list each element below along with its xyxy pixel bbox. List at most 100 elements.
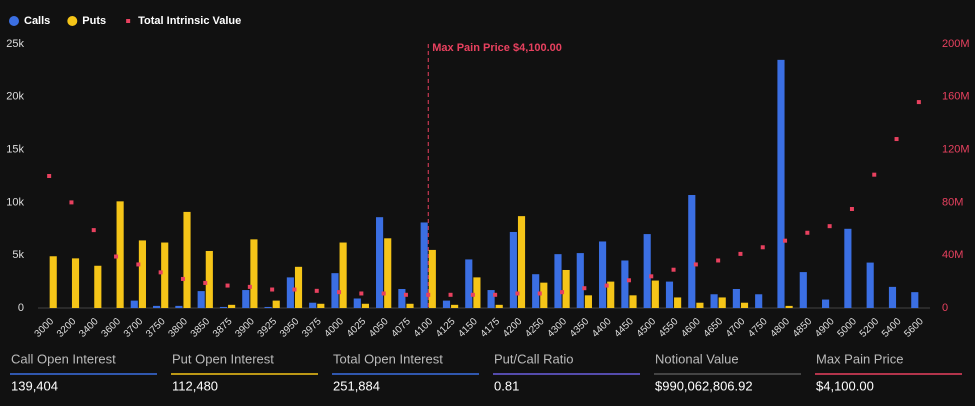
intrinsic-point — [872, 172, 877, 177]
intrinsic-point — [403, 292, 408, 297]
intrinsic-point — [359, 291, 364, 296]
bar — [629, 295, 637, 308]
bar — [294, 266, 303, 308]
intrinsic-point — [626, 278, 631, 283]
y2-tick-label: 40M — [942, 249, 963, 261]
bar — [554, 254, 562, 308]
intrinsic-point — [158, 270, 163, 275]
intrinsic-point — [649, 274, 654, 279]
legend-label: Total Intrinsic Value — [138, 15, 241, 27]
intrinsic-point — [180, 276, 185, 281]
intrinsic-point — [537, 291, 542, 296]
bar — [442, 300, 451, 308]
legend-marker — [126, 19, 131, 23]
bar — [688, 195, 696, 308]
bar — [175, 305, 183, 308]
legend-label: Calls — [24, 15, 50, 27]
bar — [376, 217, 384, 308]
bar — [822, 299, 830, 308]
y-tick-label: 20k — [6, 91, 24, 103]
stat-value: $990,062,806.92 — [655, 378, 753, 393]
bar — [183, 211, 191, 308]
bar — [509, 231, 517, 308]
bar — [696, 302, 704, 308]
y-tick-label: 0 — [18, 302, 24, 314]
intrinsic-point — [671, 267, 676, 272]
bar — [785, 305, 793, 308]
stat-value: $4,100.00 — [816, 378, 874, 393]
bar — [643, 234, 651, 308]
y-tick-label: 15k — [6, 144, 24, 156]
bar — [621, 260, 629, 308]
stat-label: Total Open Interest — [333, 351, 443, 366]
intrinsic-point — [270, 287, 275, 292]
y-tick-label: 10k — [6, 196, 24, 208]
y2-tick-label: 0 — [942, 302, 948, 314]
intrinsic-point — [693, 262, 698, 267]
stat-value: 251,884 — [333, 378, 380, 393]
intrinsic-point — [738, 251, 743, 256]
bar — [264, 306, 272, 308]
bar — [71, 258, 80, 308]
bar — [740, 302, 749, 308]
bar — [428, 249, 436, 308]
y2-tick-label: 160M — [942, 91, 970, 103]
intrinsic-point — [560, 290, 565, 295]
bar — [465, 259, 473, 308]
intrinsic-point — [381, 291, 386, 296]
bar — [228, 304, 236, 308]
annotation: Max Pain Price $4,100.00 — [432, 42, 562, 54]
bar — [451, 304, 459, 308]
bar — [309, 302, 317, 308]
intrinsic-point — [314, 288, 319, 293]
bar — [607, 281, 615, 308]
bar — [94, 265, 102, 308]
bar — [197, 291, 205, 308]
stat-label: Put Open Interest — [172, 351, 274, 366]
intrinsic-point — [894, 137, 899, 142]
stat-label: Put/Call Ratio — [494, 351, 573, 366]
intrinsic-point — [47, 174, 52, 178]
intrinsic-point — [69, 200, 74, 205]
bar — [406, 303, 414, 308]
intrinsic-point — [136, 262, 141, 267]
bar — [361, 303, 369, 308]
bar — [242, 290, 250, 308]
bar — [317, 303, 325, 308]
bar — [576, 253, 584, 308]
intrinsic-point — [827, 224, 832, 229]
bar — [331, 273, 339, 308]
bar — [130, 300, 138, 308]
intrinsic-point — [225, 283, 230, 288]
intrinsic-point — [783, 238, 788, 243]
bar — [755, 294, 763, 308]
bar — [718, 297, 726, 308]
bar — [250, 239, 258, 308]
bar — [473, 277, 481, 308]
bar — [161, 242, 169, 308]
bar — [562, 269, 570, 308]
bar — [599, 241, 607, 308]
intrinsic-point — [247, 284, 252, 289]
bar — [651, 280, 659, 308]
intrinsic-point — [493, 292, 498, 297]
bar — [487, 290, 495, 308]
intrinsic-point — [448, 292, 453, 297]
bar — [153, 305, 161, 308]
stat-label: Notional Value — [655, 351, 739, 366]
intrinsic-point — [716, 258, 721, 263]
bar — [866, 262, 874, 308]
y2-tick-label: 120M — [942, 144, 970, 156]
y-tick-label: 5k — [12, 249, 24, 261]
bar — [799, 272, 807, 308]
y-tick-label: 25k — [6, 38, 24, 50]
bar — [49, 256, 57, 308]
intrinsic-point — [292, 287, 297, 292]
bar — [665, 281, 674, 308]
legend-marker — [67, 16, 78, 26]
bar — [116, 201, 124, 308]
bar — [398, 288, 406, 308]
stat-value: 0.81 — [494, 378, 519, 393]
